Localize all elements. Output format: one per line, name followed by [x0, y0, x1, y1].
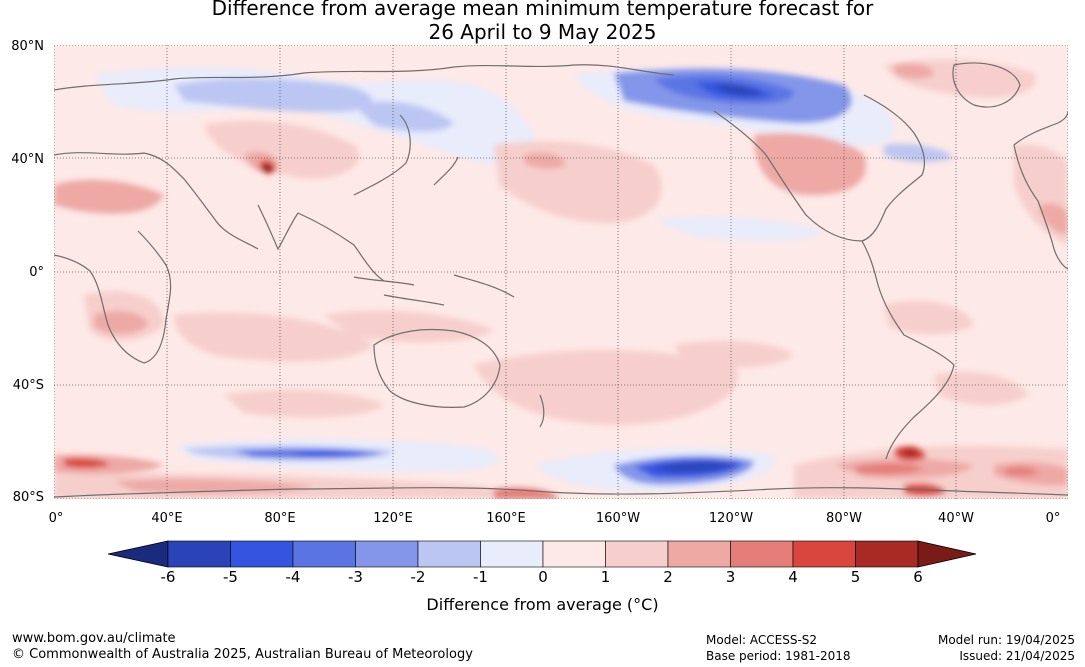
lat-label-40s: 40°S — [12, 378, 44, 393]
colorbar-swatch — [855, 540, 919, 568]
colorbar-tick-label: -4 — [285, 568, 301, 586]
lon-label-160w: 160°W — [595, 511, 641, 526]
temperature-anomaly-map — [54, 45, 1068, 499]
colorbar-tick-label: -2 — [410, 568, 426, 586]
colorbar-swatch — [480, 540, 544, 568]
colorbar-swatch — [605, 540, 669, 568]
colorbar — [108, 540, 977, 568]
colorbar-swatch — [542, 540, 606, 568]
lon-label-0: 0° — [48, 511, 64, 526]
colorbar-extend-high — [917, 540, 977, 568]
colorbar-swatch — [792, 540, 856, 568]
colorbar-swatch — [355, 540, 419, 568]
colorbar-swatch — [730, 540, 794, 568]
lat-label-40n: 40°N — [11, 152, 44, 167]
footer-model: Model: ACCESS-S2 — [706, 633, 818, 647]
colorbar-swatch — [167, 540, 231, 568]
colorbar-extend-low — [108, 540, 169, 568]
lon-label-120e: 120°E — [373, 511, 413, 526]
colorbar-tick-label: 3 — [725, 568, 736, 586]
lon-label-160e: 160°E — [486, 511, 526, 526]
lat-label-0: 0° — [29, 265, 44, 280]
graticule — [54, 45, 1068, 499]
footer-issued: Issued: 21/04/2025 — [959, 649, 1075, 663]
lon-label-120w: 120°W — [708, 511, 754, 526]
anomaly-shading — [54, 59, 1068, 499]
colorbar-tick-label: -3 — [348, 568, 363, 586]
colorbar-tick-label: -1 — [473, 568, 488, 586]
lon-label-40e: 40°E — [151, 511, 183, 526]
lat-label-80s: 80°S — [12, 490, 44, 505]
colorbar-tick-label: -5 — [223, 568, 238, 586]
title-line-1: Difference from average mean minimum tem… — [211, 0, 874, 20]
colorbar-tick-label: 2 — [663, 568, 673, 586]
footer-copyright: © Commonwealth of Australia 2025, Austra… — [12, 647, 473, 662]
colorbar-tick-label: 5 — [850, 568, 861, 586]
colorbar-swatch — [230, 540, 294, 568]
lon-label-0-east: 0° — [1045, 511, 1061, 526]
colorbar-tick-label: -6 — [160, 568, 176, 586]
title-line-2: 26 April to 9 May 2025 — [428, 20, 657, 44]
colorbar-tick-label: 0 — [538, 568, 548, 586]
colorbar-tick-label: 4 — [788, 568, 798, 586]
coastlines — [54, 62, 1068, 498]
colorbar-swatch — [417, 540, 481, 568]
footer-model-run: Model run: 19/04/2025 — [937, 633, 1075, 647]
colorbar-swatch — [292, 540, 356, 568]
lon-label-80e: 80°E — [264, 511, 296, 526]
colorbar-swatch — [667, 540, 731, 568]
colorbar-tick-label: 6 — [913, 568, 923, 586]
footer-base-period: Base period: 1981-2018 — [706, 649, 851, 663]
lon-label-40w: 40°W — [938, 511, 974, 526]
lon-label-80w: 80°W — [826, 511, 862, 526]
lat-label-80n: 80°N — [11, 39, 44, 54]
colorbar-label: Difference from average (°C) — [426, 595, 659, 614]
map-title: Difference from average mean minimum tem… — [0, 0, 1085, 44]
footer-url: www.bom.gov.au/climate — [12, 631, 176, 646]
colorbar-tick-label: 1 — [600, 568, 611, 586]
